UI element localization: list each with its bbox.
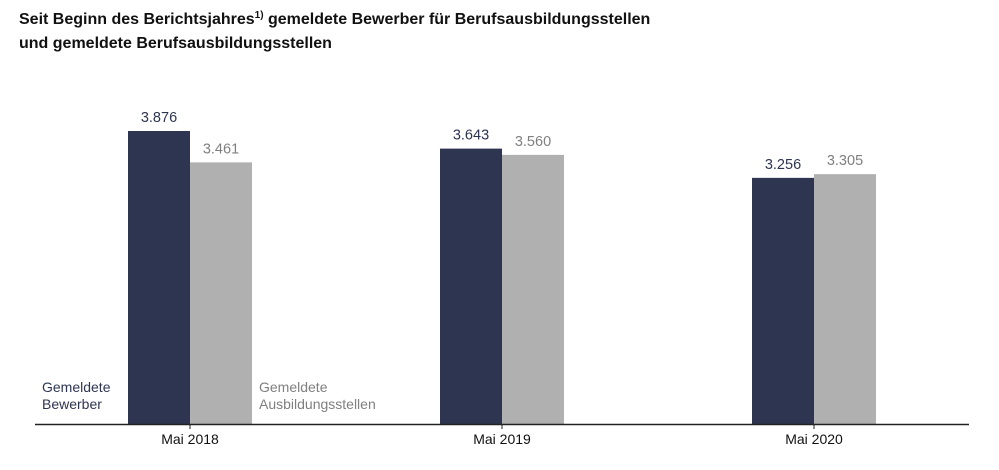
bar-bewerber-2: [440, 148, 502, 424]
x-axis-label-1: Mai 2018: [161, 431, 219, 447]
bar-stellen-3: [814, 174, 876, 424]
legend-bewerber-line-1: Gemeldete: [42, 379, 111, 395]
chart-title: Seit Beginn des Berichtsjahres1) gemelde…: [19, 8, 650, 56]
value-label-bewerber-1: 3.876: [141, 110, 177, 126]
x-axis-label-3: Mai 2020: [785, 431, 843, 447]
title-line2: und gemeldete Berufsausbildungsstellen: [19, 35, 332, 52]
value-label-stellen-3: 3.305: [827, 153, 863, 169]
value-label-stellen-2: 3.560: [515, 134, 551, 150]
title-line1-start: Seit Beginn des Berichtsjahres: [19, 11, 255, 28]
bar-bewerber-3: [752, 177, 814, 424]
bar-bewerber-1: [128, 131, 190, 424]
bar-stellen-2: [502, 154, 564, 424]
legend-bewerber-line-2: Bewerber: [42, 396, 102, 412]
title-line1-end: gemeldete Bewerber für Berufsausbildungs…: [263, 11, 651, 28]
legend-stellen-line-1: Gemeldete: [259, 379, 328, 395]
title-footnote-mark: 1): [254, 10, 264, 21]
value-label-bewerber-2: 3.643: [453, 128, 489, 144]
bar-stellen-1: [190, 162, 252, 424]
legend-stellen-line-2: Ausbildungsstellen: [259, 396, 376, 412]
x-axis-label-2: Mai 2019: [473, 431, 531, 447]
value-label-bewerber-3: 3.256: [765, 157, 801, 173]
value-label-stellen-1: 3.461: [203, 141, 239, 157]
